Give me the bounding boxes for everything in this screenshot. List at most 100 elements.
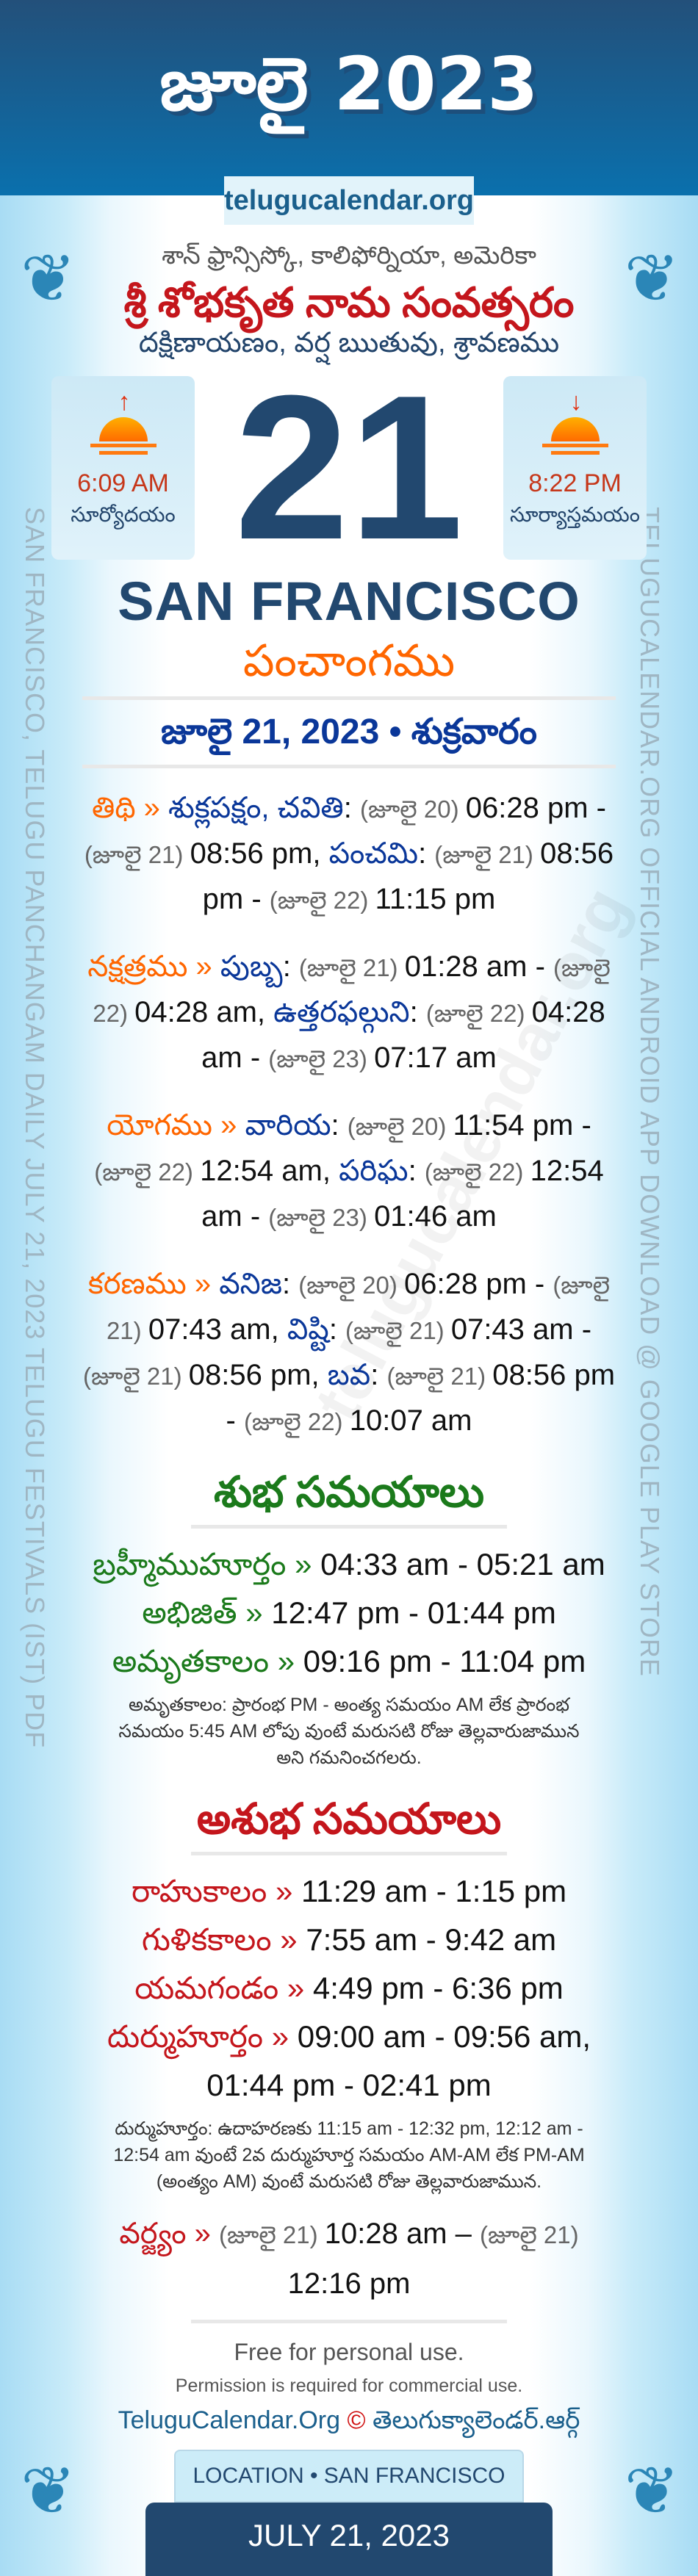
time-text: 07:17 am <box>374 1042 497 1074</box>
timing-value: 12:47 pm - 01:44 pm <box>271 1595 556 1630</box>
site-te-link[interactable]: తెలుగుక్యాలెండర్.ఆర్గ్ <box>373 2406 580 2434</box>
time-text: 12:16 pm <box>287 2267 411 2300</box>
site-link[interactable]: telugucalendar.org <box>224 176 474 225</box>
item-name: విష్టి <box>287 1313 329 1346</box>
copyright-line: TeluguCalendar.Org © తెలుగుక్యాలెండర్.ఆర… <box>81 2404 617 2436</box>
date-tag: (జూలై 21) <box>345 1317 451 1344</box>
timing-value: 09:00 am - 09:56 am, 01:44 pm - 02:41 pm <box>206 2019 591 2102</box>
panchang-item: కరణము » వనిజ: (జూలై 20) 06:28 pm - (జూలై… <box>81 1262 617 1444</box>
divider <box>82 765 616 768</box>
permission-text: Permission is required for commercial us… <box>175 2375 523 2396</box>
time-text: : <box>370 1359 387 1391</box>
panchangam-title: పంచాంగము <box>242 636 456 685</box>
time-text: 01:46 am <box>374 1200 497 1233</box>
samvatsaram: శ్రీ శోభకృత నామ సంవత్సరం <box>123 279 575 325</box>
item-name: పంచమి <box>328 837 419 870</box>
time-text: 08:56 pm, <box>188 1359 328 1391</box>
sunrise-box: ↑ 6:09 AM సూర్యోదయం <box>51 376 195 560</box>
item-name: శుక్లపక్షం, చవితి <box>168 792 344 824</box>
date-tag: (జూలై 23) <box>268 1204 375 1231</box>
location-telugu: శాన్ ఫ్రాన్సిస్కో, కాలిఫోర్నియా, అమెరికా <box>162 242 536 270</box>
time-text: 06:28 pm - <box>465 792 606 824</box>
date-tag: (జూలై 22) <box>425 1000 532 1027</box>
copyright-icon: © <box>347 2406 366 2434</box>
time-text: 01:28 am - <box>404 950 554 983</box>
ashubha-list: రాహుకాలం » 11:29 am - 1:15 pm గుళికకాలం »… <box>0 1867 698 2110</box>
time-text: : <box>331 1109 348 1141</box>
date-tag: (జూలై 22) <box>93 954 611 1027</box>
time-text: 07:43 am - <box>450 1313 592 1346</box>
section-label: నక్షత్రము » <box>87 950 220 983</box>
section-label: తిథి » <box>92 792 169 824</box>
shubha-item: బ్రహ్మీముహూర్తం » 04:33 am - 05:21 am <box>81 1540 617 1589</box>
timing-label: యమగండం » <box>134 1971 313 2005</box>
time-text: : <box>281 1268 299 1300</box>
timing-value: 7:55 am - 9:42 am <box>306 1922 557 1957</box>
item-name: వనిజ <box>219 1268 282 1300</box>
timing-label: గుళికకాలం » <box>141 1922 306 1957</box>
timing-label: దుర్ముహూర్తం » <box>107 2019 298 2054</box>
shubha-title: శుభ సమయాలు <box>213 1468 485 1516</box>
timing-label: బ్రహ్మీముహూర్తం » <box>93 1547 321 1581</box>
timing-value: 09:16 pm - 11:04 pm <box>303 1644 586 1678</box>
time-text: 11:54 pm - <box>453 1109 591 1141</box>
varjyam: వర్జ్యం » (జూలై 21) 10:28 am – (జూలై 21)… <box>81 2209 617 2308</box>
time-text: : <box>408 1155 425 1187</box>
day-number: 21 <box>234 353 464 582</box>
sunrise-time: 6:09 AM <box>77 469 169 497</box>
timing-label: రాహుకాలం » <box>131 1874 302 1908</box>
divider <box>191 1852 507 1855</box>
ashubha-item: రాహుకాలం » 11:29 am - 1:15 pm <box>81 1867 617 1916</box>
panchang-item: తిథి » శుక్లపక్షం, చవితి: (జూలై 20) 06:2… <box>81 786 617 923</box>
panchang-item: యోగము » వారియ: (జూలై 20) 11:54 pm - (జూల… <box>81 1103 617 1240</box>
date-tag: (జూలై 20) <box>298 1271 404 1299</box>
time-text: 11:15 pm <box>375 883 496 915</box>
timing-label: అభిజిత్ » <box>142 1595 272 1630</box>
panchang-details: తిథి » శుక్లపక్షం, చవితి: (జూలై 20) 06:2… <box>0 786 698 1444</box>
sunrise-label: సూర్యోదయం <box>71 503 176 526</box>
month-title: జూలై 2023 <box>159 41 539 127</box>
date-tag: (జూలై 21) <box>434 841 541 868</box>
time-text: : <box>418 837 435 870</box>
time-text: : <box>409 996 426 1028</box>
ornament-top-left-icon: ❦ <box>21 242 76 316</box>
time-text: : <box>282 950 299 983</box>
site-en-link[interactable]: TeluguCalendar.Org <box>118 2406 341 2434</box>
date-tag: (జూలై 21) <box>82 1363 189 1390</box>
ornament-bottom-left-icon: ❦ <box>21 2455 76 2528</box>
time-text: 04:28 am, <box>134 996 274 1028</box>
date-tag: (జూలై 21) <box>386 1363 493 1390</box>
date-tag: (జూలై 21) <box>84 841 190 868</box>
time-text: : <box>328 1313 346 1346</box>
panchang-item: నక్షత్రము » పుబ్బ: (జూలై 21) 01:28 am - … <box>81 945 617 1081</box>
header-banner: జూలై 2023 telugucalendar.org <box>0 0 698 225</box>
sunset-time: 8:22 PM <box>528 469 622 497</box>
time-text: 07:43 am, <box>148 1313 287 1346</box>
timing-value: 4:49 pm - 6:36 pm <box>312 1971 564 2005</box>
timing-label: అమృతకాలం » <box>112 1644 303 1678</box>
item-name: వారియ <box>245 1109 331 1141</box>
date-tag: (జూలై 21) <box>480 2221 579 2248</box>
date-tag: (జూలై 22) <box>269 887 375 914</box>
divider <box>82 696 616 700</box>
sun-row: ↑ 6:09 AM సూర్యోదయం 21 ↓ 8:22 PM సూర్యాస… <box>0 353 698 582</box>
timing-value: 04:33 am - 05:21 am <box>320 1547 605 1581</box>
date-tag: (జూలై 22) <box>243 1408 350 1435</box>
city-name: SAN FRANCISCO <box>118 571 580 632</box>
section-label: కరణము » <box>87 1268 220 1300</box>
time-text: 10:07 am <box>349 1404 472 1437</box>
date-tag: (జూలై 20) <box>347 1113 453 1140</box>
time-text: 06:28 pm - <box>403 1268 553 1300</box>
ornament-top-right-icon: ❦ <box>624 242 680 316</box>
time-text: 12:54 am - <box>201 1155 604 1233</box>
time-text: 08:56 pm - <box>202 837 614 915</box>
date-tag: (జూలై 23) <box>268 1045 375 1072</box>
date-tag: (జూలై 22) <box>94 1158 201 1186</box>
divider <box>191 1525 507 1529</box>
sunset-icon: ↓ <box>535 389 616 463</box>
section-label: యోగము » <box>107 1109 245 1141</box>
date-tag: (జూలై 22) <box>424 1158 530 1186</box>
sunrise-icon: ↑ <box>83 389 164 463</box>
time-text: 04:28 am - <box>201 996 605 1074</box>
ashubha-note: దుర్ముహూర్తం: ఉదాహరణకు 11:15 am - 12:32 … <box>113 2118 585 2192</box>
